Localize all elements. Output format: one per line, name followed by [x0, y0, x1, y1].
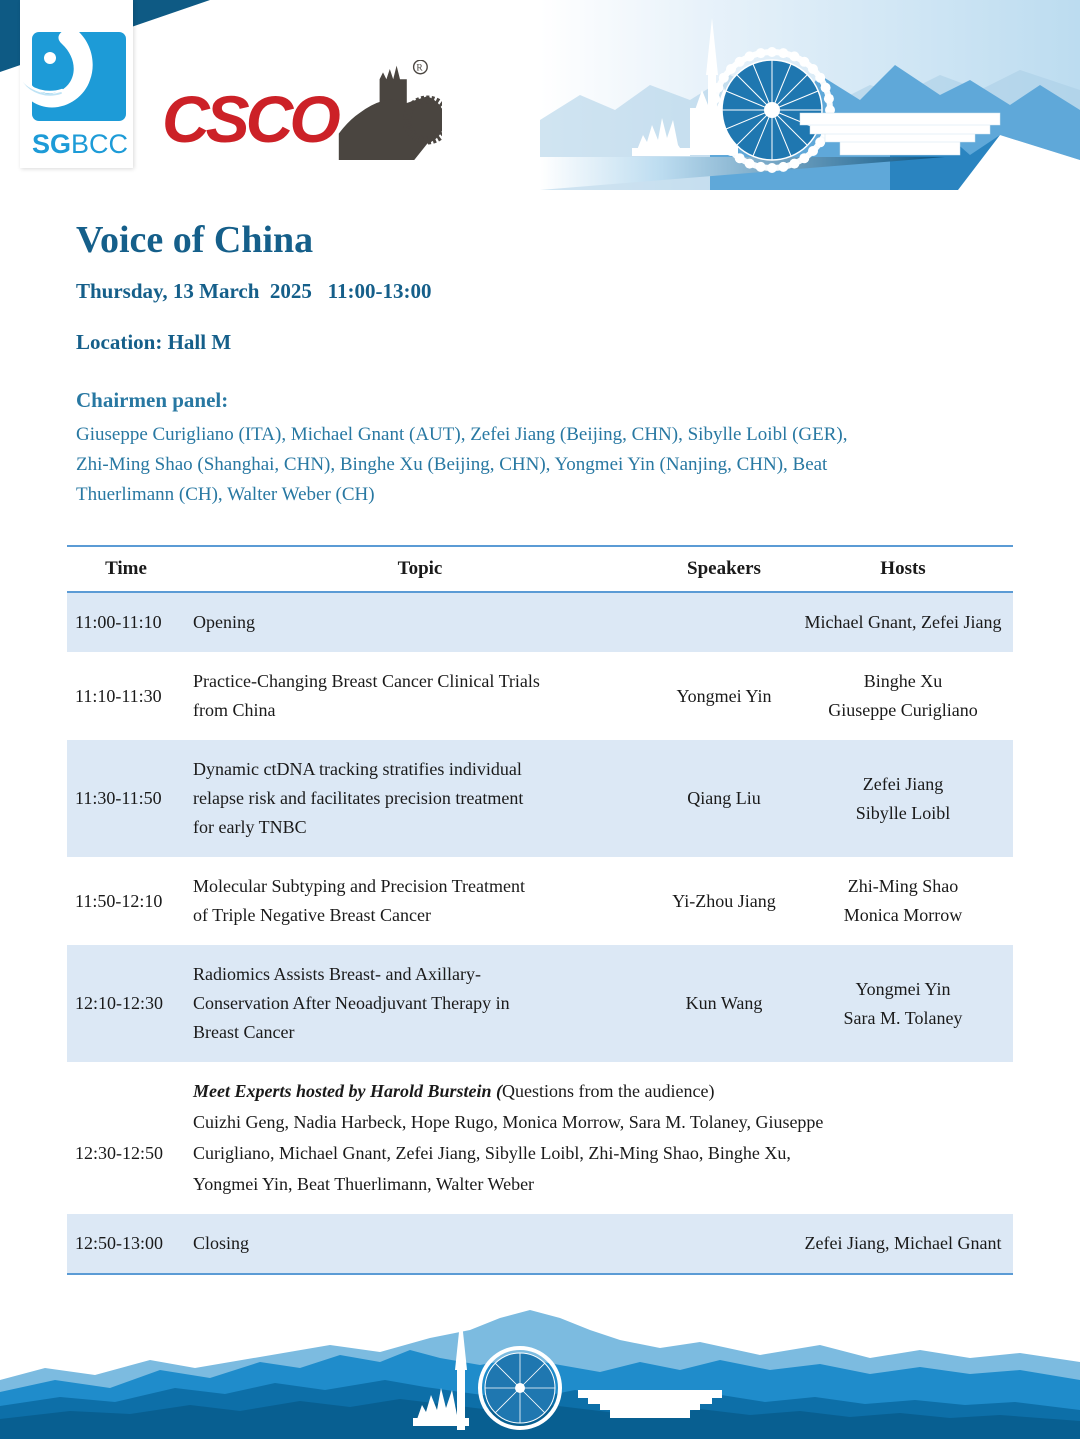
svg-text:CSCO: CSCO: [162, 82, 340, 156]
svg-text:SGBCC: SGBCC: [32, 129, 128, 159]
svg-text:R: R: [416, 63, 423, 73]
